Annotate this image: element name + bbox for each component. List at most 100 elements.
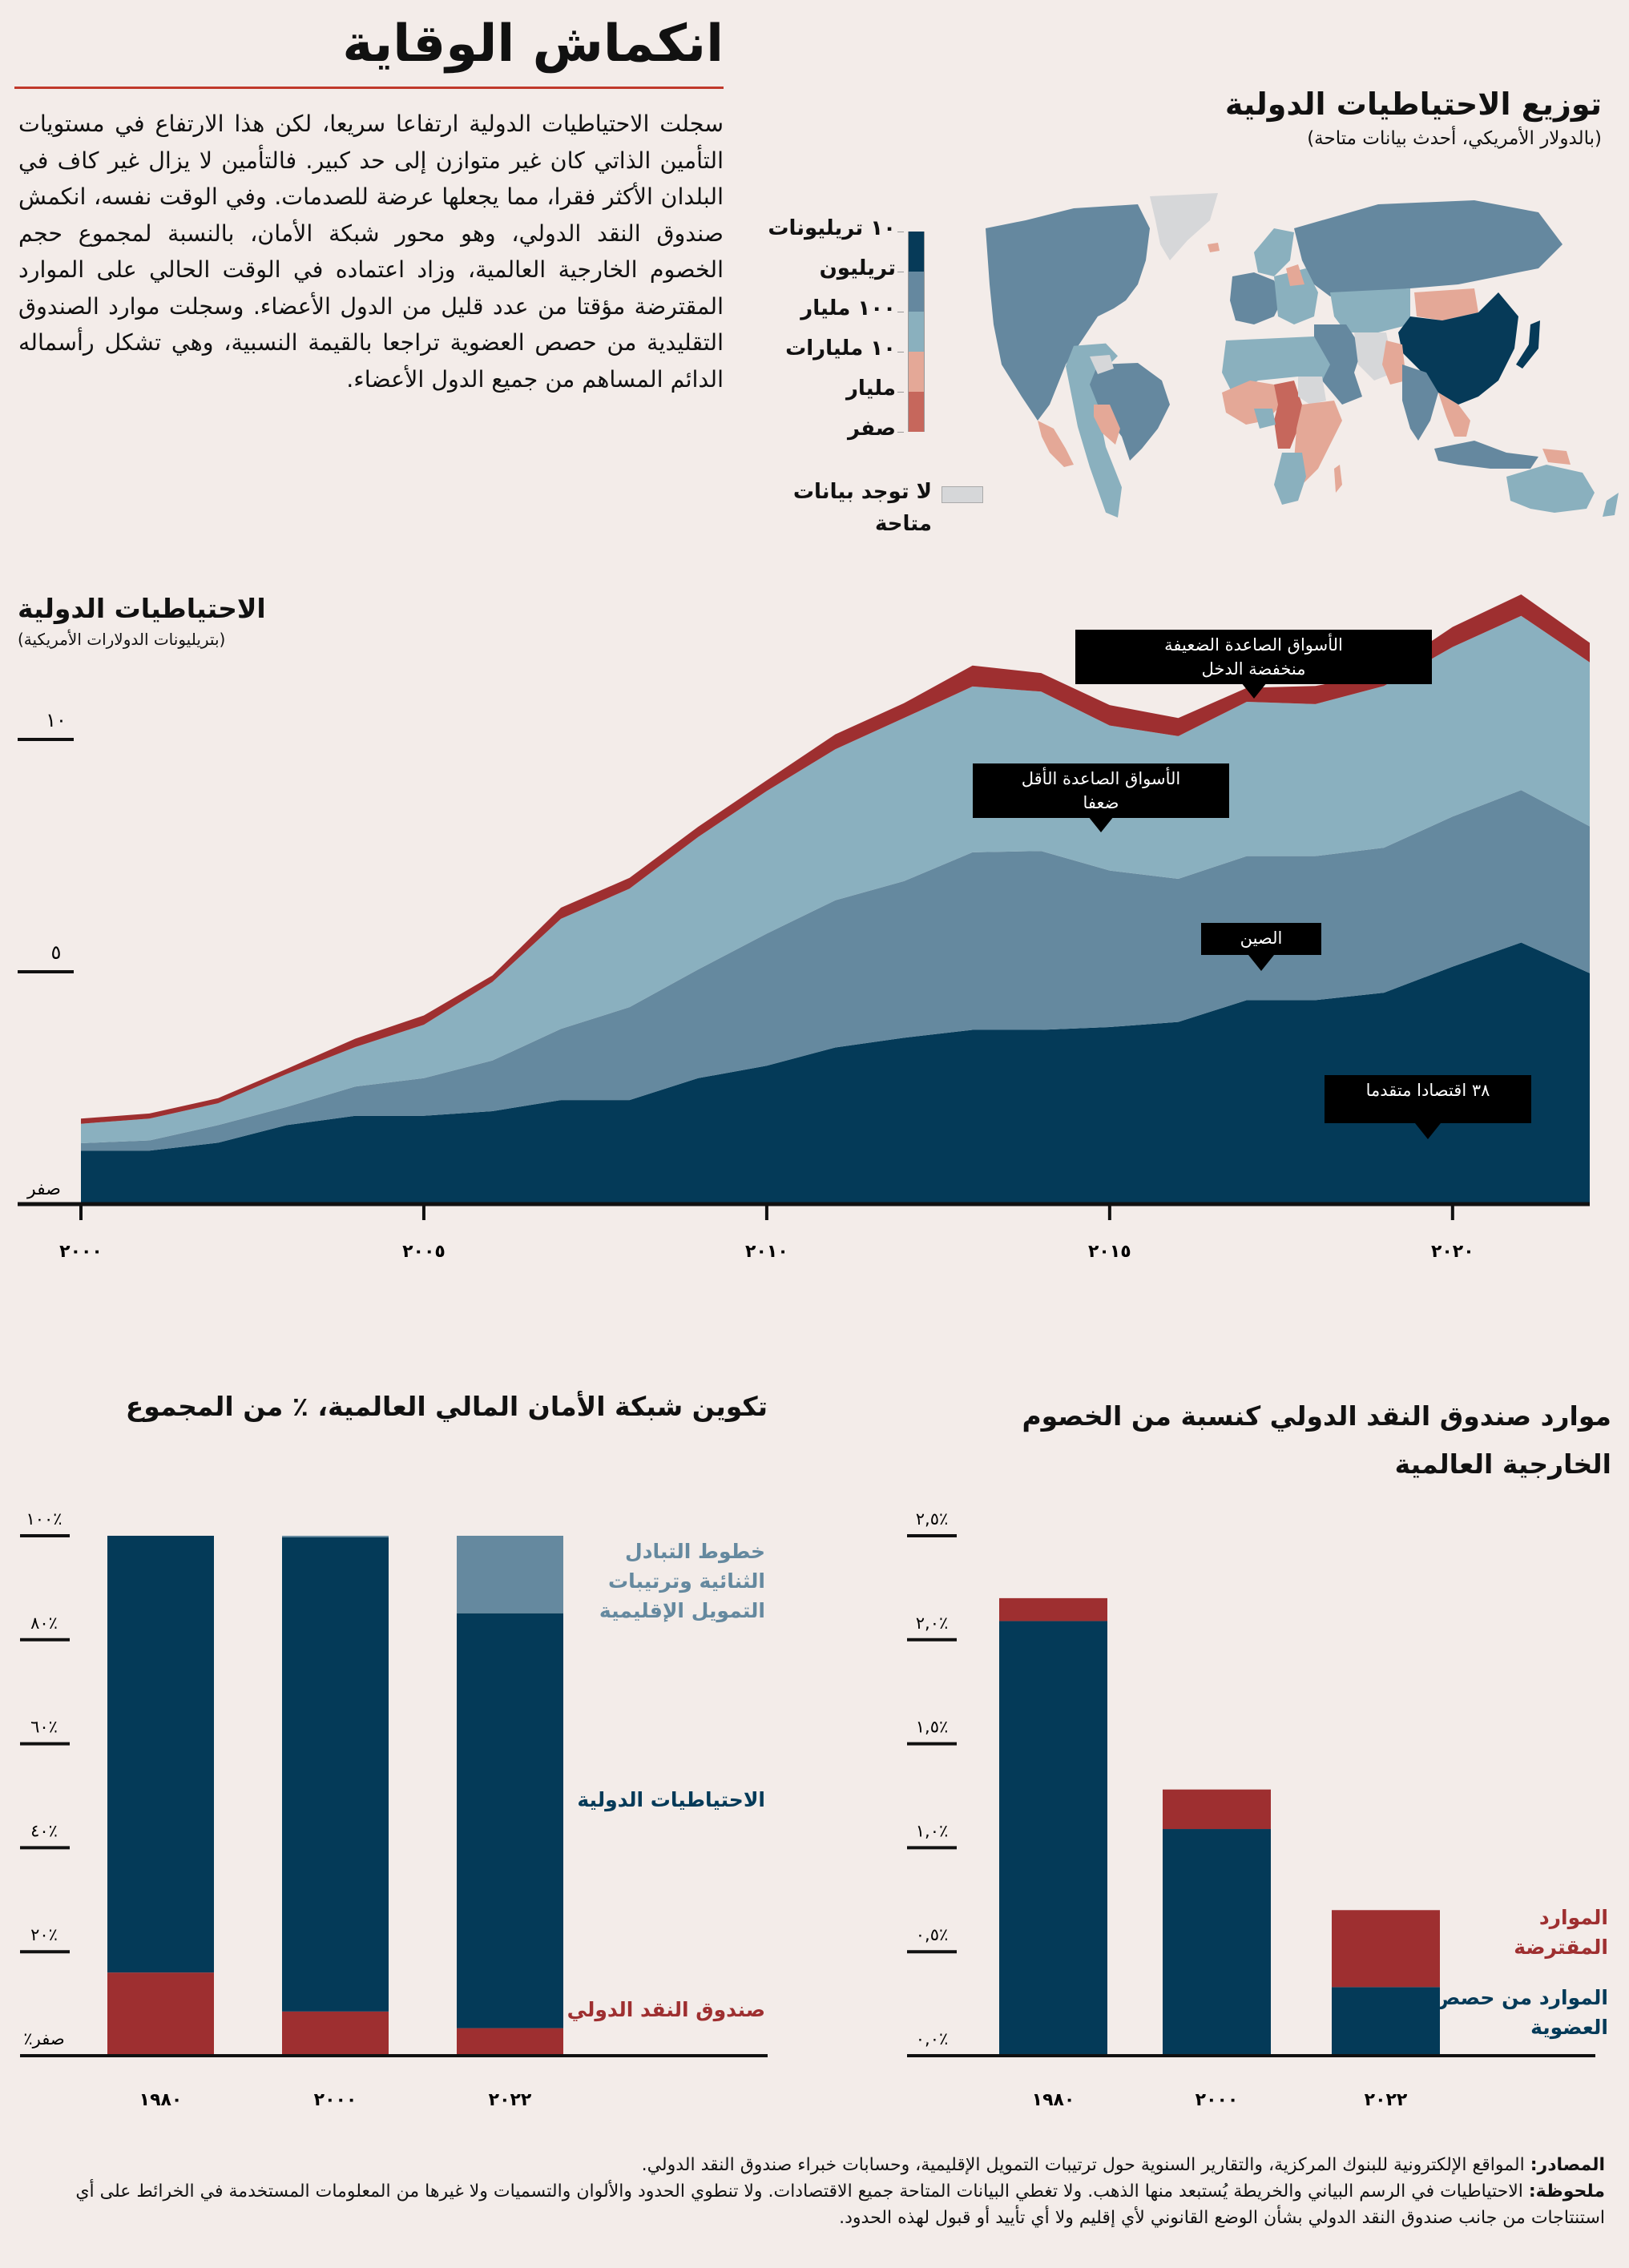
map-region-eastern-europe bbox=[1274, 268, 1318, 324]
area-series-0 bbox=[81, 942, 1590, 1204]
map-region-brazil bbox=[1090, 363, 1170, 461]
annotation-label: الأسواق الصاعدة الضعيفة منخفضة الدخل bbox=[1075, 630, 1432, 684]
bar-segment-1 bbox=[107, 1536, 214, 1973]
sources-text: المواقع الإلكترونية للبنوك المركزية، وال… bbox=[641, 2155, 1530, 2175]
x-tick-label: ٢٠٢٢ bbox=[1365, 2090, 1408, 2110]
map-region-central-america bbox=[1038, 421, 1074, 467]
map-region-se-asia bbox=[1438, 393, 1470, 437]
x-tick-label: ٢٠٠٠ bbox=[314, 2090, 357, 2110]
y-tick-label: ٪٤٠ bbox=[30, 1821, 58, 1840]
annotation-text: الأسواق الصاعدة الضعيفة bbox=[1164, 635, 1343, 655]
annotation-text: الأسواق الصاعدة الأقل bbox=[1021, 769, 1181, 788]
map-subtitle: (بالدولار الأمريكي، أحدث بيانات متاحة) bbox=[1307, 128, 1602, 149]
legend-swatch-100-billion bbox=[908, 312, 925, 352]
series-label-imf: صندوق النقد الدولي bbox=[567, 1998, 765, 2021]
map-region-japan bbox=[1516, 320, 1540, 369]
bar-segment-1 bbox=[457, 1613, 563, 2028]
legend-swatch-1-billion bbox=[908, 392, 925, 432]
area-series-2 bbox=[81, 615, 1590, 1143]
intro-paragraph: سجلت الاحتياطيات الدولية ارتفاعا سريعا، … bbox=[18, 111, 724, 393]
map-region-venezuela bbox=[1090, 355, 1114, 374]
x-tick-label: ١٩٨٠ bbox=[139, 2090, 183, 2110]
bar-segment-0 bbox=[1332, 1987, 1440, 2056]
map-region-india bbox=[1402, 365, 1438, 441]
map-region-middle-east bbox=[1314, 324, 1362, 405]
series-label-swap-lines: خطوط التبادل الثنائية وترتيبات التمويل ا… bbox=[599, 1537, 765, 1625]
annotation-text: ضعفا bbox=[1083, 793, 1119, 812]
area-series-1 bbox=[81, 790, 1590, 1151]
map-region-scandinavia bbox=[1254, 228, 1294, 276]
legend-tick bbox=[897, 432, 904, 433]
legend-tick bbox=[897, 392, 904, 393]
y-tick-label: ٪٨٠ bbox=[30, 1613, 58, 1633]
y-tick-label: ٪٢,٥ bbox=[916, 1509, 949, 1529]
no-data-line1: لا توجد بيانات bbox=[792, 480, 932, 504]
annotation-label: ٣٨ اقتصادا متقدما bbox=[1325, 1075, 1531, 1123]
y-tick-label: ٪٢,٠ bbox=[916, 1613, 949, 1633]
map-region-sudan bbox=[1298, 377, 1326, 405]
series-label-borrowed-resources: الموارد المقترضة bbox=[1514, 1903, 1608, 1962]
borrowed-label-line1: الموارد bbox=[1538, 1906, 1608, 1929]
x-tick-label: ٢٠٢٠ bbox=[1431, 1242, 1474, 1262]
sources-label: المصادر: bbox=[1530, 2155, 1605, 2175]
map-region-nigeria bbox=[1254, 409, 1276, 429]
bar-segment-0 bbox=[999, 1621, 1107, 2056]
y-tick-label: ٥ bbox=[51, 941, 62, 964]
area-chart-title: الاحتياطيات الدولية bbox=[18, 593, 266, 624]
bar-segment-1 bbox=[1163, 1789, 1271, 1830]
y-tick-label: ٪٦٠ bbox=[30, 1718, 58, 1737]
note-label: ملحوظة: bbox=[1528, 2181, 1605, 2202]
imf-resources-bar-chart: ٪٠,٠ ٪٠,٥ ٪١,٠ ٪١,٥ ٪٢,٠ ٪٢,٥ ١٩٨٠ ٢٠٠٠ ٢٠٢٢ bbox=[907, 1509, 1595, 2110]
swap-label-line1: خطوط التبادل bbox=[625, 1540, 765, 1563]
y-tick-label: ١٠ bbox=[46, 709, 67, 731]
map-region-western-europe bbox=[1230, 272, 1282, 324]
map-region-mongolia bbox=[1414, 288, 1478, 320]
y-tick-label: ٪١٠٠ bbox=[26, 1509, 62, 1529]
annotation-pointer bbox=[1240, 683, 1267, 699]
x-tick-label: ٢٠٢٢ bbox=[489, 2090, 532, 2110]
annotation-text: منخفضة الدخل bbox=[1201, 659, 1306, 679]
area-series-3 bbox=[81, 594, 1590, 1124]
footer-notes: المصادر: المواقع الإلكترونية للبنوك المر… bbox=[10, 2152, 1605, 2231]
quota-label-line2: العضوية bbox=[1530, 2016, 1608, 2039]
footer-note: ملحوظة: الاحتياطيات في الرسم البياني وال… bbox=[10, 2178, 1605, 2231]
legend-label: ١٠ مليارات bbox=[785, 336, 896, 361]
x-tick-label: ٢٠١٠ bbox=[745, 1242, 788, 1262]
annotation-text: ٣٨ اقتصادا متقدما bbox=[1365, 1081, 1490, 1100]
y-tick-label: ٪١,٠ bbox=[916, 1821, 949, 1840]
composition-bar-chart: صفر٪ ٪٢٠ ٪٤٠ ٪٦٠ ٪٨٠ ٪١٠٠ ١٩٨٠ ٢٠٠٠ ٢٠٢٢ bbox=[20, 1509, 768, 2110]
annotation-label: الصين bbox=[1201, 923, 1321, 955]
x-tick-label: ١٩٨٠ bbox=[1032, 2090, 1075, 2110]
quota-label-line1: الموارد من حصص bbox=[1433, 1986, 1608, 2009]
y-tick-label: ٪٠,٥ bbox=[916, 1925, 949, 1944]
swap-label-line2: الثنائية وترتيبات bbox=[608, 1569, 765, 1593]
legend-label: صفر bbox=[847, 417, 896, 441]
legend-label: ١٠ تريليونات bbox=[768, 216, 896, 240]
bar-segment-0 bbox=[1163, 1829, 1271, 2056]
series-label-international-reserves: الاحتياطيات الدولية bbox=[577, 1788, 765, 1811]
legend-label: تريليون bbox=[819, 256, 896, 280]
composition-chart-title: تكوين شبكة الأمان المالي العالمية، ٪ من … bbox=[125, 1391, 768, 1422]
map-region-russia bbox=[1294, 200, 1562, 296]
legend-label: مليار bbox=[845, 377, 896, 401]
bar-segment-1 bbox=[999, 1597, 1107, 1621]
bar-segment-2 bbox=[282, 1536, 389, 1537]
x-tick-label: ٢٠٠٥ bbox=[402, 1242, 446, 1262]
map-region-australia bbox=[1506, 465, 1595, 513]
map-region-east-africa bbox=[1294, 401, 1342, 485]
footer-sources: المصادر: المواقع الإلكترونية للبنوك المر… bbox=[10, 2152, 1605, 2178]
legend-swatch-10-trillion bbox=[908, 232, 925, 272]
no-data-line2: متاحة bbox=[875, 512, 932, 536]
map-region-greenland bbox=[1150, 193, 1218, 260]
legend-swatch-no-data bbox=[942, 486, 983, 503]
area-chart: ٢٠٠٠ ٢٠٠٥ ٢٠١٠ ٢٠١٥ ٢٠٢٠ صفر ٥ ١٠ bbox=[18, 594, 1590, 1262]
map-region-indonesia bbox=[1434, 441, 1538, 469]
legend-label: ١٠٠ مليار bbox=[800, 296, 896, 320]
map-region-bolivia-paraguay bbox=[1094, 405, 1120, 445]
map-region-central-africa-red bbox=[1274, 381, 1302, 449]
legend-swatch-1-trillion bbox=[908, 272, 925, 312]
note-text: الاحتياطيات في الرسم البياني والخريطة يُ… bbox=[75, 2181, 1605, 2228]
imf-title-line2: الخارجية العالمية bbox=[1394, 1448, 1611, 1480]
annotation-pointer bbox=[1248, 955, 1274, 971]
bar-segment-1 bbox=[282, 1537, 389, 2012]
